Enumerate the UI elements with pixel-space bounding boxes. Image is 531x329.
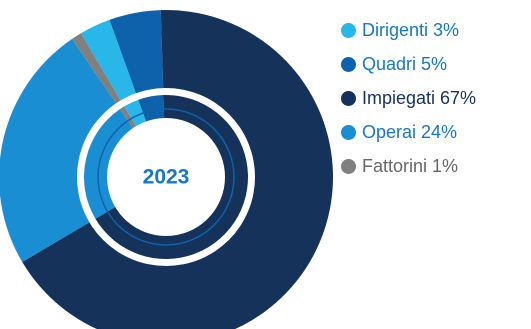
legend-swatch xyxy=(341,158,356,174)
legend-swatch xyxy=(341,124,356,140)
inner-ring-outline xyxy=(97,108,235,246)
legend-label: Fattorini 1% xyxy=(362,155,459,176)
inner-slice-dirigenti xyxy=(124,99,147,128)
legend-swatch xyxy=(341,56,356,72)
inner-slice-quadri xyxy=(138,95,165,123)
legend-label: Operai 24% xyxy=(362,121,458,142)
legend-item-fattorini: Fattorini 1% xyxy=(341,149,476,183)
legend-item-operai: Operai 24% xyxy=(341,115,476,149)
center-disc xyxy=(107,118,225,236)
chart-legend: Dirigenti 3% Quadri 5% Impiegati 67% Operai… xyxy=(341,13,476,183)
legend-label: Quadri 5% xyxy=(362,53,448,74)
legend-swatch xyxy=(341,90,356,106)
legend-item-impiegati: Impiegati 67% xyxy=(341,81,476,115)
legend-swatch xyxy=(341,22,356,38)
legend-label: Impiegati 67% xyxy=(362,87,477,108)
center-year-label: 2023 xyxy=(143,166,190,189)
legend-item-quadri: Quadri 5% xyxy=(341,47,476,81)
legend-label: Dirigenti 3% xyxy=(362,19,460,40)
legend-item-dirigenti: Dirigenti 3% xyxy=(341,13,476,47)
inner-slice-fattorini xyxy=(119,106,137,130)
donut-chart: 2023 xyxy=(0,10,333,329)
inner-slice-impiegati xyxy=(95,94,249,259)
